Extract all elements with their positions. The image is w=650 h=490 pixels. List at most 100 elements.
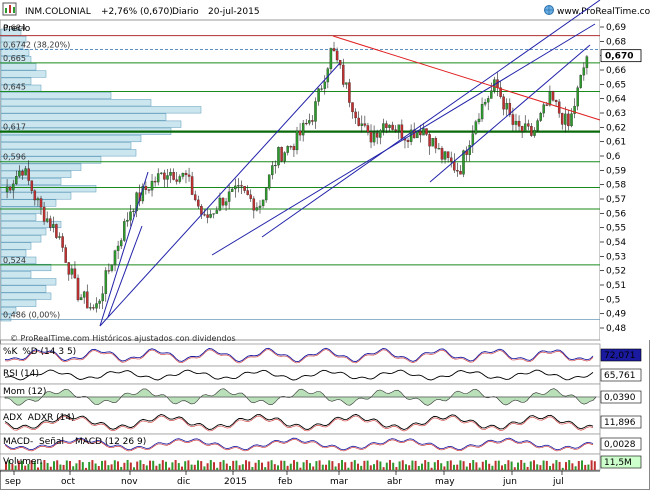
volume-bar	[213, 462, 215, 470]
header-change: +2,76% (0,670)	[101, 7, 173, 17]
volume-bar	[417, 465, 420, 470]
volume-profile-bar	[0, 228, 47, 236]
volume-bar	[424, 460, 427, 470]
volume-bar	[379, 461, 382, 470]
downtrend-line	[332, 35, 601, 121]
candle-body	[283, 152, 286, 162]
indicator-label-vol: Volumen	[3, 457, 42, 467]
indicator-value-tag	[600, 368, 642, 382]
candle-body	[264, 188, 268, 201]
volume-profile-bar	[0, 299, 37, 307]
volume-bar	[478, 467, 481, 470]
candle-body	[311, 120, 314, 122]
volume-profile-bar	[0, 213, 37, 221]
volume-bar	[539, 465, 542, 470]
volume-profile-bar	[0, 285, 47, 293]
candle-body	[246, 190, 249, 195]
candle-body	[144, 186, 148, 190]
volume-bar	[395, 467, 398, 470]
candle-body	[548, 91, 552, 106]
volume-bar	[21, 460, 23, 470]
volume-bar	[373, 464, 375, 470]
candle-body	[234, 185, 237, 190]
candle-body	[82, 291, 86, 298]
volume-profile-bar	[0, 163, 82, 171]
candle-body	[400, 124, 404, 139]
candle-body	[570, 113, 573, 127]
volume-bar	[129, 462, 132, 470]
candle-body	[24, 168, 27, 176]
candle-body	[277, 147, 280, 166]
candle-body	[520, 126, 524, 132]
candle-body	[116, 245, 120, 251]
volume-bar	[104, 460, 107, 470]
indicator-value-tag	[600, 390, 642, 404]
candle-body	[190, 176, 194, 195]
volume-bar	[369, 465, 372, 470]
volume-bar	[133, 467, 135, 470]
date-axis-label: jul	[552, 477, 564, 487]
volume-bar	[97, 466, 100, 470]
volume-bar	[469, 463, 471, 470]
volume-bar	[449, 460, 452, 470]
candle-body	[126, 219, 129, 222]
candle-body	[308, 120, 311, 124]
volume-profile-bar	[0, 271, 32, 279]
candle-body	[425, 128, 428, 135]
price-panel: 0,684 0,6742 (38,20%) 0,665 0,645 0,617 0,596…	[0, 0, 601, 343]
candle-body	[453, 161, 456, 171]
volume-bar	[187, 460, 190, 470]
volume-bar	[117, 461, 119, 470]
price-axis-label: 0,63	[606, 109, 626, 119]
volume-bar	[145, 465, 148, 470]
candle-body	[70, 268, 74, 275]
candle-body	[576, 87, 579, 107]
volume-profile-label: 0,524	[3, 256, 26, 265]
volume-bar	[491, 465, 494, 470]
price-axis-label: 0,57	[606, 195, 626, 205]
volume-profile-label: 0,684	[3, 24, 26, 33]
candle-body	[138, 192, 141, 202]
volume-bar	[120, 466, 123, 470]
date-axis-label: sep	[5, 477, 21, 487]
candle-body	[92, 307, 95, 309]
volume-bar	[398, 461, 401, 470]
price-axis-bg	[600, 20, 650, 340]
volume-bar	[174, 460, 177, 470]
candle-body	[163, 172, 166, 180]
candle-body	[252, 198, 256, 211]
volume-bar	[101, 460, 103, 470]
volume-profile-bar	[0, 314, 12, 322]
volume-bar	[14, 465, 17, 470]
candle-body	[206, 214, 209, 218]
price-axis-label: 0,66	[606, 66, 626, 76]
candle-body	[181, 172, 185, 177]
volume-bar	[350, 461, 353, 470]
volume-profile-label: 0,645	[3, 83, 26, 92]
volume-bar	[341, 460, 343, 470]
header-date: 20-jul-2015	[208, 7, 260, 17]
volume-profile-bar	[0, 292, 52, 300]
volume-bar	[405, 464, 407, 470]
volume-profile-bar	[0, 106, 202, 114]
volume-bar	[277, 465, 279, 470]
candle-body	[61, 236, 64, 248]
candle-body	[89, 307, 92, 309]
trend-channel-line	[99, 62, 341, 327]
candle-body	[511, 114, 515, 125]
candle-body	[462, 150, 465, 175]
candle-body	[243, 186, 246, 191]
indicator-panel-stoch	[0, 343, 601, 367]
price-axis-label: 0,53	[606, 252, 626, 262]
volume-profile-bar	[0, 235, 42, 243]
indicator-label-stoch: %K	[3, 347, 19, 357]
candle-body	[215, 210, 219, 214]
volume-bar	[216, 467, 219, 470]
volume-bar	[344, 462, 347, 470]
volume-bar	[465, 466, 468, 470]
candle-body	[314, 101, 317, 122]
candle-body	[172, 172, 175, 180]
volume-bar	[267, 461, 270, 470]
volume-bar	[222, 460, 225, 470]
candle-body	[434, 138, 438, 149]
